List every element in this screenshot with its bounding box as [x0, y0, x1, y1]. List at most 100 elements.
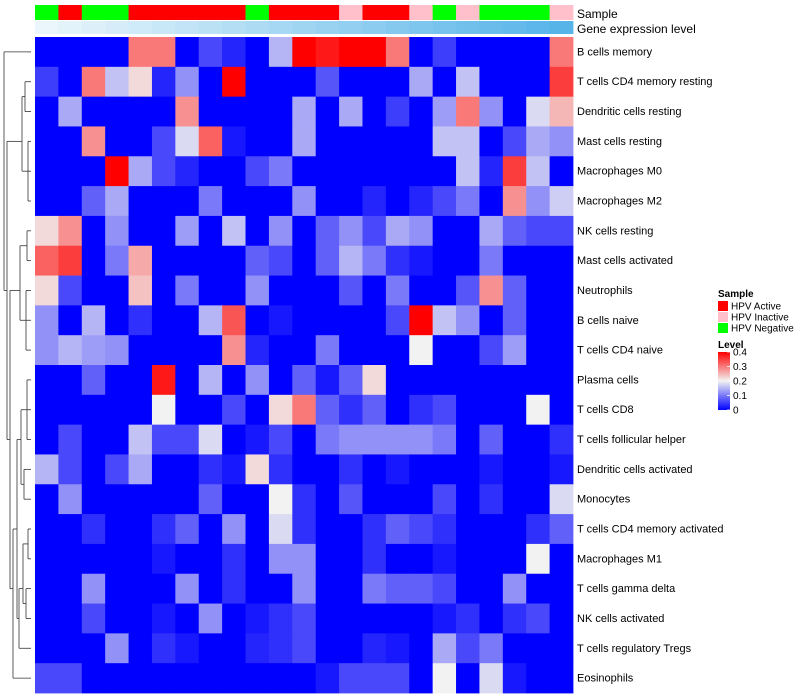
- heatmap-cell: [105, 275, 129, 306]
- heatmap-cell: [175, 663, 200, 694]
- heatmap-cell: [245, 514, 270, 545]
- heatmap-cell: [339, 454, 363, 485]
- heatmap-cell: [409, 484, 434, 515]
- heatmap-cell: [479, 335, 504, 366]
- heatmap-cell: [128, 573, 153, 604]
- heatmap-cell: [151, 126, 176, 157]
- heatmap-cell: [549, 454, 574, 485]
- heatmap-cell: [526, 245, 551, 276]
- sample-annotation-label: Sample: [577, 7, 618, 21]
- heatmap-cell: [245, 424, 270, 455]
- heatmap-cell: [502, 305, 527, 336]
- heatmap-cell: [315, 126, 340, 157]
- row-label: T cells CD4 memory activated: [577, 524, 724, 536]
- heatmap-cell: [222, 335, 246, 366]
- heatmap-cell: [245, 484, 270, 515]
- heatmap-cell: [315, 365, 340, 396]
- heatmap-cell: [81, 186, 106, 217]
- heatmap-cell: [385, 156, 410, 187]
- row-label: B cells naive: [577, 315, 639, 327]
- heatmap-cell: [502, 96, 527, 127]
- heatmap-cell: [409, 186, 434, 217]
- heatmap-cell: [339, 484, 363, 515]
- heatmap-cell: [456, 245, 480, 276]
- heatmap-cell: [362, 514, 387, 545]
- heatmap-cell: [105, 215, 129, 247]
- heatmap-cell: [502, 156, 527, 187]
- heatmap-cell: [362, 454, 387, 485]
- heatmap-cell: [315, 543, 340, 575]
- heatmap-cell: [35, 514, 59, 545]
- row-label: Mast cells activated: [577, 255, 673, 267]
- heatmap-cell: [432, 633, 457, 664]
- sample-annotation-cell: [292, 5, 317, 20]
- heatmap-cell: [385, 275, 410, 306]
- heatmap-cell: [549, 514, 574, 545]
- heatmap-cell: [35, 424, 59, 455]
- legend-sample-title: Sample: [718, 289, 754, 300]
- heatmap-cell: [58, 66, 83, 98]
- heatmap-cell: [175, 603, 200, 634]
- heatmap-cell: [198, 424, 223, 455]
- heatmap-cell: [151, 633, 176, 664]
- sample-annotation-cell: [479, 5, 504, 20]
- heatmap-cell: [292, 96, 317, 127]
- heatmap-cell: [432, 126, 457, 157]
- heatmap-cell: [502, 663, 527, 694]
- heatmap-cell: [502, 514, 527, 545]
- heatmap-cell: [245, 573, 270, 604]
- heatmap-cell: [105, 454, 129, 485]
- heatmap-cell: [222, 633, 246, 664]
- row-label: Eosinophils: [577, 673, 634, 685]
- heatmap-cell: [105, 305, 129, 336]
- heatmap-cell: [35, 543, 59, 575]
- heatmap-cell: [81, 335, 106, 366]
- heatmap-cell: [151, 454, 176, 485]
- heatmap-cell: [222, 514, 246, 545]
- heatmap-cell: [105, 603, 129, 634]
- heatmap-cell: [385, 514, 410, 545]
- heatmap-cell: [339, 633, 363, 664]
- heatmap-cell: [58, 365, 83, 396]
- heatmap-cell: [362, 275, 387, 306]
- heatmap-cell: [339, 365, 363, 396]
- heatmap-cell: [409, 394, 434, 426]
- heatmap-cell: [315, 663, 340, 694]
- heatmap-cell: [268, 484, 293, 515]
- heatmap-cell: [245, 543, 270, 575]
- heatmap-cell: [58, 96, 83, 127]
- heatmap-cell: [175, 96, 200, 127]
- legend-tick-label: 0.1: [733, 391, 747, 402]
- row-label: NK cells activated: [577, 613, 664, 625]
- heatmap-cell: [35, 156, 59, 187]
- heatmap-cell: [362, 156, 387, 187]
- heatmap-cell: [385, 663, 410, 694]
- heatmap-cell: [198, 633, 223, 664]
- sample-annotation-cell: [81, 5, 106, 20]
- heatmap-cell: [526, 424, 551, 455]
- expression-annotation-cell: [502, 21, 527, 34]
- heatmap-cell: [245, 394, 270, 426]
- heatmap-cell: [456, 394, 480, 426]
- heatmap-cell: [58, 394, 83, 426]
- heatmap-cell: [222, 275, 246, 306]
- heatmap-cell: [58, 37, 83, 68]
- heatmap-cell: [175, 215, 200, 247]
- expression-annotation-cell: [339, 21, 363, 34]
- heatmap-cell: [151, 275, 176, 306]
- row-label: Dendritic cells resting: [577, 106, 682, 118]
- heatmap-cell: [128, 126, 153, 157]
- heatmap-cell: [105, 365, 129, 396]
- heatmap-cell: [35, 305, 59, 336]
- heatmap-cell: [292, 365, 317, 396]
- heatmap-cell: [198, 66, 223, 98]
- sample-annotation-cell: [315, 5, 340, 20]
- heatmap-cell: [81, 633, 106, 664]
- heatmap-cell: [362, 335, 387, 366]
- heatmap-cell: [432, 66, 457, 98]
- heatmap-cell: [549, 245, 574, 276]
- heatmap-cell: [58, 543, 83, 575]
- heatmap-cell: [175, 186, 200, 217]
- heatmap-cell: [479, 365, 504, 396]
- heatmap-cell: [362, 305, 387, 336]
